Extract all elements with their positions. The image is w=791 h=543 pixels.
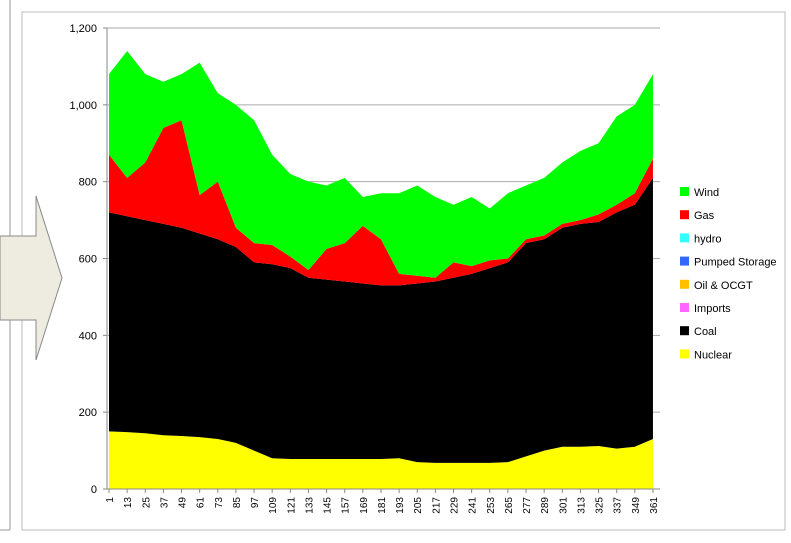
x-tick-label: 133 [304, 497, 315, 514]
legend-label: Gas [694, 210, 715, 222]
x-tick-label: 169 [359, 497, 370, 514]
x-tick-label: 1 [105, 497, 116, 503]
legend-label: Imports [694, 303, 731, 315]
x-tick-label: 73 [214, 497, 225, 509]
x-tick-label: 217 [431, 497, 442, 514]
x-tick-label: 193 [395, 497, 406, 514]
area [109, 120, 653, 286]
y-tick-label: 600 [79, 254, 97, 266]
legend-swatch [680, 187, 689, 196]
legend-swatch [680, 256, 689, 266]
x-tick-label: 289 [540, 497, 551, 514]
x-tick-label: 337 [613, 497, 624, 514]
x-tick-label: 253 [486, 497, 497, 514]
legend-swatch [680, 210, 689, 220]
plot: 0 200 400 600 800 1,000 1,200 1 13 25 37 49 61 73 85 97… [69, 23, 776, 514]
x-tick-label: 181 [377, 497, 388, 514]
x-tick-label: 97 [250, 497, 261, 509]
x-tick-label: 301 [558, 497, 569, 514]
x-tick-label: 229 [450, 497, 461, 514]
legend-swatch [680, 326, 689, 336]
area [109, 177, 653, 463]
x-tick-label: 277 [522, 497, 533, 514]
x-tick-label: 313 [576, 497, 587, 514]
y-tick-label: 1,000 [69, 100, 97, 112]
x-tick-label: 265 [504, 497, 515, 514]
legend-label: Pumped Storage [694, 257, 777, 269]
legend-label: Coal [694, 326, 717, 338]
x-tick-label: 205 [413, 497, 424, 514]
x-tick-label: 325 [595, 497, 606, 514]
legend-swatch [680, 233, 689, 243]
x-tick-label: 121 [286, 497, 297, 514]
x-tick-label: 85 [232, 497, 243, 509]
legend-swatch [680, 303, 689, 312]
area [109, 51, 653, 278]
x-tick-label: 145 [323, 497, 334, 514]
arrow [0, 195, 63, 361]
legend-swatch [680, 349, 689, 359]
x-tick-label: 37 [159, 497, 170, 509]
legend-label: Oil & OCGT [694, 280, 753, 292]
legend-label: hydro [694, 233, 722, 245]
y-tick-label: 0 [91, 484, 97, 496]
y-tick-label: 1,200 [69, 23, 97, 35]
y-tick-label: 200 [79, 407, 97, 419]
legend-label: Wind [694, 187, 719, 199]
x-tick-label: 349 [631, 497, 642, 514]
y-tick-label: 400 [79, 330, 97, 342]
legend-swatch [680, 279, 689, 289]
legend-label: Nuclear [694, 349, 732, 361]
x-tick-label: 61 [196, 497, 207, 509]
y-tick-label: 800 [79, 177, 97, 189]
area [109, 431, 653, 489]
x-tick-label: 109 [268, 497, 279, 514]
x-tick-label: 25 [141, 497, 152, 509]
x-tick-label: 361 [649, 497, 660, 514]
x-tick-label: 13 [123, 497, 134, 509]
x-tick-label: 241 [468, 497, 479, 514]
x-tick-label: 49 [178, 497, 189, 509]
x-tick-label: 157 [341, 497, 352, 514]
